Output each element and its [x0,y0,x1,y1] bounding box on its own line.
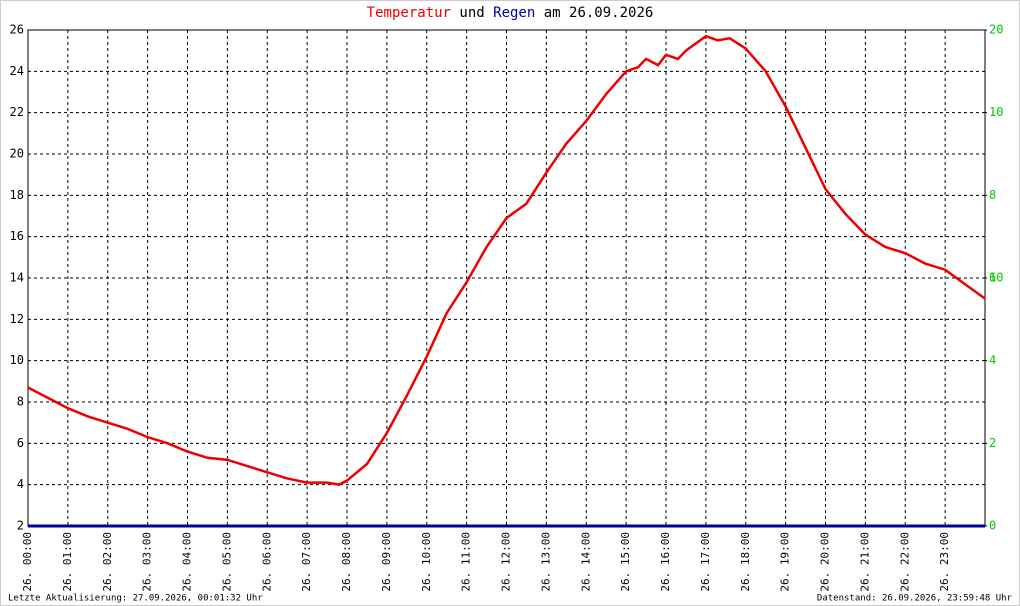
x-tick-label: 26. 10:00 [420,532,433,592]
series-line [27,34,986,486]
y-tick-label: 16 [10,229,24,243]
x-tick-label: 26. 08:00 [340,532,353,592]
y-tick-label: 22 [10,105,24,119]
footer-left: Letzte Aktualisierung: 27.09.2026, 00:01… [8,594,263,604]
x-tick-label: 26. 19:00 [779,532,792,592]
x-tick-label: 26. 05:00 [220,532,233,592]
y-tick-label: 4 [17,477,24,491]
x-tick-label: 26. 04:00 [181,532,194,592]
y-tick-label: 2 [17,519,24,533]
y-tick-label: 24 [10,64,24,78]
y-tick-label: 8 [17,395,24,409]
y2-tick-label: 6 [989,271,996,285]
title-date: am 26.09.2026 [544,5,654,21]
y2-tick-label: 10 [989,105,1003,119]
x-tick-label: 26. 16:00 [659,532,672,592]
x-tick-label: 26. 03:00 [141,532,154,592]
footer-right: Datenstand: 26.09.2026, 23:59:48 Uhr [817,594,1013,604]
x-tick-label: 26. 22:00 [898,532,911,592]
y-tick-label: 18 [10,188,24,202]
x-tick-label: 26. 14:00 [579,532,592,592]
x-tick-label: 26. 06:00 [260,532,273,592]
y2-tick-label: 2 [989,436,996,450]
y-tick-label: 26 [10,23,24,37]
title-temp: Temperatur [367,5,451,21]
x-tick-label: 26. 09:00 [380,532,393,592]
x-tick-label: 26. 12:00 [500,532,513,592]
x-tick-label: 26. 20:00 [819,532,832,592]
x-tick-label: 26. 01:00 [61,532,74,592]
y-tick-label: 14 [10,271,24,285]
y2-tick-label: 8 [989,188,996,202]
y-tick-label: 20 [10,147,24,161]
x-tick-label: 26. 00:00 [21,532,34,592]
title-rain: Regen [493,5,535,21]
x-tick-label: 26. 07:00 [300,532,313,592]
x-tick-label: 26. 17:00 [699,532,712,592]
x-tick-label: 26. 15:00 [619,532,632,592]
y2-tick-label: 4 [989,353,996,367]
x-tick-label: 26. 21:00 [858,532,871,592]
title-join: und [459,5,484,21]
x-tick-label: 26. 13:00 [539,532,552,592]
x-tick-label: 26. 11:00 [460,532,473,592]
x-tick-label: 26. 02:00 [101,532,114,592]
x-tick-label: 26. 23:00 [938,532,951,592]
x-tick-label: 26. 18:00 [739,532,752,592]
y-tick-label: 6 [17,436,24,450]
y-tick-label: 12 [10,312,24,326]
y-tick-label: 10 [10,353,24,367]
y2-tick-label: 0 [989,519,996,533]
y2-tick-label: 10 [989,271,1003,285]
chart-title: Temperatur und Regen am 26.09.2026 [367,5,654,21]
y2-tick-label: 20 [989,23,1003,37]
